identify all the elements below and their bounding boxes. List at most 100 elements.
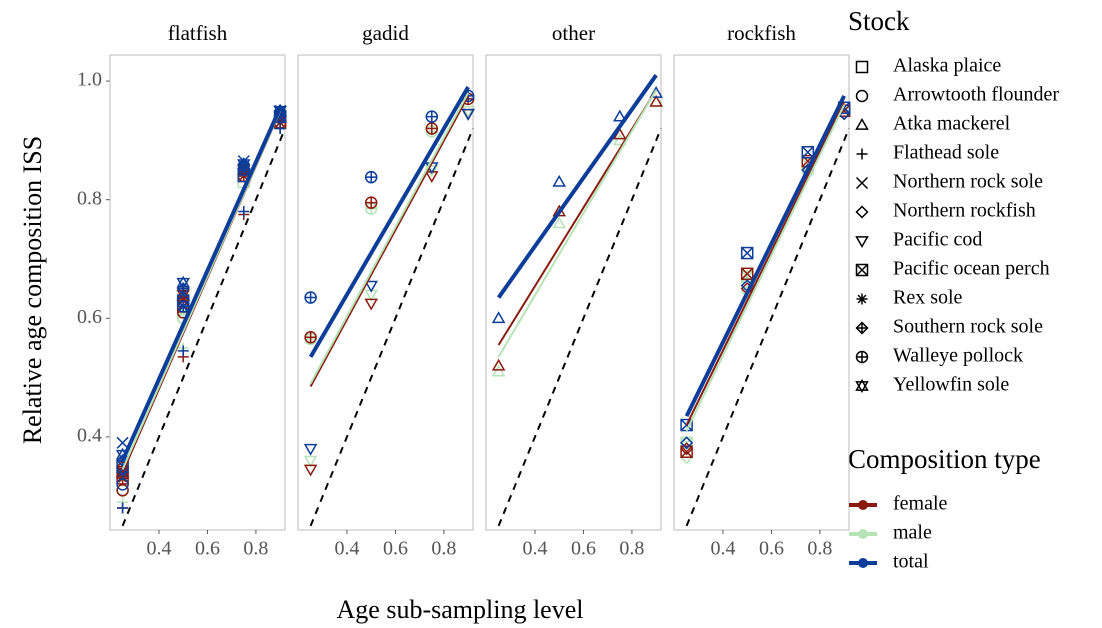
legend-label: male <box>893 522 932 544</box>
legend-label: total <box>893 551 929 573</box>
point <box>364 280 378 293</box>
marker-part <box>680 436 694 450</box>
x-axis-title: Age sub-sampling level <box>337 595 584 624</box>
panel <box>297 54 474 531</box>
x-tick-label: 0.6 <box>759 538 784 560</box>
reference-line <box>121 128 286 527</box>
x-tick-label: 0.8 <box>619 538 644 560</box>
marker-part <box>741 270 754 283</box>
marker-part <box>426 111 438 123</box>
marker-part <box>461 108 475 121</box>
legend-label: Pacific ocean perch <box>893 258 1050 280</box>
point <box>649 94 663 107</box>
y-axis-title: Relative age composition ISS <box>18 136 47 444</box>
point <box>177 345 189 357</box>
point <box>303 443 318 456</box>
legend-marker <box>855 378 869 394</box>
marker-part <box>305 331 317 343</box>
marker-part <box>365 171 377 183</box>
marker-part <box>856 351 868 363</box>
marker-part <box>552 174 566 187</box>
point <box>491 311 506 324</box>
point <box>304 331 317 344</box>
marker-part <box>237 159 251 172</box>
legend-label: Yellowfin sole <box>893 374 1009 396</box>
x-tick-label: 0.4 <box>522 538 547 560</box>
marker-part <box>855 89 869 103</box>
y-tick-label: 1.0 <box>77 69 102 91</box>
legend-swatch <box>858 500 868 510</box>
marker-part <box>117 502 129 514</box>
legend-title: Stock <box>848 6 910 36</box>
facet-title: gadid <box>362 21 409 45</box>
point <box>116 478 129 491</box>
marker-part <box>274 123 286 135</box>
point <box>740 246 754 260</box>
marker-part <box>425 165 439 178</box>
point <box>552 216 566 229</box>
point <box>303 464 318 477</box>
legend-label: Atka mackerel <box>893 113 1011 135</box>
marker-part <box>649 94 663 107</box>
marker-part <box>801 146 815 159</box>
point <box>680 436 694 450</box>
marker-part <box>461 105 475 118</box>
point <box>364 170 378 184</box>
marker-part <box>741 267 754 280</box>
point <box>116 436 129 449</box>
marker-part <box>856 148 868 160</box>
marker-part <box>855 176 869 190</box>
point <box>649 85 663 98</box>
marker-part <box>364 280 378 293</box>
marker-part <box>426 123 438 135</box>
marker-part <box>303 464 318 477</box>
marker-part <box>116 436 129 449</box>
marker-part <box>176 277 190 290</box>
point <box>238 206 250 218</box>
marker-part <box>305 292 317 304</box>
reference-line <box>685 128 850 527</box>
marker-part <box>177 300 189 312</box>
panel <box>673 54 850 531</box>
fit-line <box>308 86 470 358</box>
legend-label: Northern rock sole <box>893 171 1043 193</box>
fit-line <box>685 101 846 426</box>
marker-part <box>303 455 318 468</box>
marker-part <box>855 263 869 277</box>
marker-part <box>680 445 693 458</box>
legend-marker <box>855 176 869 190</box>
marker-part <box>855 263 869 277</box>
point <box>680 445 693 458</box>
facet-title: other <box>552 21 595 45</box>
fit-line <box>497 89 658 346</box>
point <box>303 455 318 468</box>
fit-line <box>497 89 658 358</box>
marker-part <box>741 247 754 260</box>
marker-part <box>116 478 129 491</box>
marker-part <box>303 443 318 456</box>
fit-line <box>309 92 470 385</box>
facet-title: flatfish <box>168 21 228 45</box>
y-tick-label: 0.4 <box>77 424 102 446</box>
x-tick-label: 0.8 <box>431 538 456 560</box>
x-tick-label: 0.6 <box>571 538 596 560</box>
panel <box>485 54 662 531</box>
legend-label: Southern rock sole <box>893 316 1043 338</box>
marker-part <box>491 358 506 371</box>
marker-part <box>680 445 693 458</box>
facet-title: rockfish <box>727 21 796 45</box>
legend-title: Composition type <box>848 444 1041 474</box>
point <box>491 358 506 371</box>
point <box>116 484 129 497</box>
marker-part <box>116 484 129 497</box>
point <box>425 110 439 123</box>
point <box>274 123 286 135</box>
point <box>364 196 378 209</box>
point <box>176 275 190 290</box>
marker-part <box>801 146 814 159</box>
y-tick-label: 0.6 <box>77 306 102 328</box>
legend-marker <box>855 89 869 103</box>
marker-part <box>491 364 506 377</box>
y-tick-label: 0.8 <box>77 187 102 209</box>
